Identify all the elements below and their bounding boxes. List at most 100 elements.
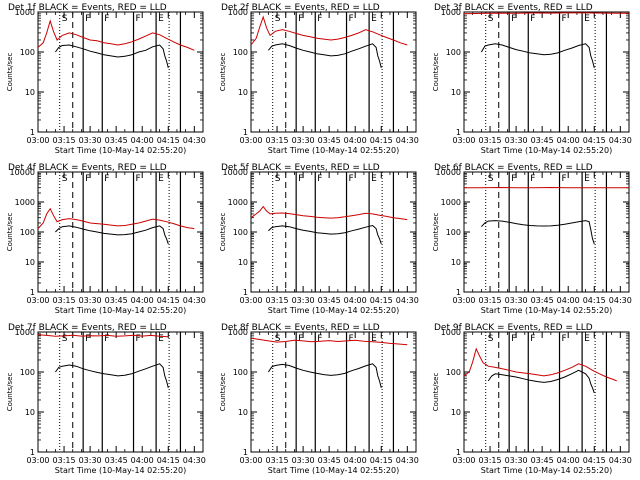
panel-1-x-tick-label: 04:15 — [157, 136, 180, 145]
panel-3-x-tick-label: 04:15 — [583, 136, 606, 145]
panel-6-x-tick-label: 04:00 — [557, 296, 580, 305]
panel-3-y-tick-label: 100 — [446, 48, 461, 57]
panel-3-event-marker: F — [530, 14, 535, 24]
panel-8-x-tick-label: 04:30 — [396, 456, 419, 465]
panel-3-x-tick-label: 03:15 — [479, 136, 502, 145]
panel-4-y-axis-label: Counts/sec — [6, 213, 14, 252]
panel-9-events-series-line — [487, 369, 595, 394]
panel-5-x-tick-label: 03:00 — [239, 296, 262, 305]
panel-4-lld-series-line — [37, 207, 195, 230]
panel-8-y-tick-label: 1000 — [228, 328, 248, 337]
panel-8-x-tick-label: 03:30 — [292, 456, 315, 465]
panel-1-y-tick-label: 100 — [20, 48, 35, 57]
panel-8-lld-series-line — [250, 337, 408, 346]
panel-9-y-tick-label: 10 — [451, 408, 461, 417]
panel-4-x-axis-label: Start Time (10-May-14 02:55:20) — [55, 306, 186, 315]
panel-6-y-tick-label: 1000 — [441, 198, 461, 207]
panel-5-x-tick-label: 03:30 — [292, 296, 315, 305]
panel-7-events-series-line — [54, 363, 169, 389]
panel-3-event-marker: E — [584, 14, 590, 24]
panel-4-x-tick-label: 04:15 — [157, 296, 180, 305]
panel-5-y-tick-label: 1 — [243, 288, 248, 297]
panel-1-x-tick-label: 04:30 — [183, 136, 206, 145]
panel-2-x-tick-label: 03:00 — [239, 136, 262, 145]
panel-2-y-tick-label: 100 — [233, 48, 248, 57]
panel-7-x-tick-label: 04:30 — [183, 456, 206, 465]
panel-6-x-tick-label: 03:30 — [505, 296, 528, 305]
panel-1-x-tick-label: 03:15 — [53, 136, 76, 145]
panel-3-y-tick-label: 1 — [456, 128, 461, 137]
panel-9-event-marker: F — [530, 334, 535, 344]
panel-1-event-marker: S — [62, 14, 68, 24]
panel-8-x-tick-label: 04:15 — [370, 456, 393, 465]
panel-3-event-marker: F — [511, 14, 516, 24]
panel-5-event-marker: S — [275, 174, 281, 184]
panel-5-y-tick-label: 1000 — [228, 198, 248, 207]
panel-9-y-axis-label: Counts/sec — [432, 373, 440, 412]
panel-5-x-tick-label: 04:30 — [396, 296, 419, 305]
panel-9-x-tick-label: 04:15 — [583, 456, 606, 465]
panel-1-y-axis-label: Counts/sec — [6, 53, 14, 92]
panel-9-x-tick-label: 03:15 — [479, 456, 502, 465]
panel-4-event-marker: E — [158, 174, 164, 184]
panel-8-title: Det 8f BLACK = Events, RED = LLD — [221, 323, 380, 333]
panel-3-y-tick-label: 1000 — [441, 8, 461, 17]
panel-7-event-marker: S — [62, 334, 68, 344]
panel-4-y-tick-label: 1000 — [15, 198, 35, 207]
panel-6-y-tick-label: 1 — [456, 288, 461, 297]
panel-6-title: Det 6f BLACK = Events, RED = LLD — [434, 163, 593, 173]
panel-2-x-tick-label: 03:45 — [318, 136, 341, 145]
panel-3-x-tick-label: 04:00 — [557, 136, 580, 145]
panel-1-event-marker: F — [85, 14, 90, 24]
panel-1-event-marker: F — [104, 14, 109, 24]
panel-7-event-marker: F — [85, 334, 90, 344]
panel-6-event-marker: F — [511, 174, 516, 184]
panel-5-y-tick-label: 10 — [238, 258, 248, 267]
panel-2-x-tick-label: 04:30 — [396, 136, 419, 145]
panel-4-event-marker: F — [136, 174, 141, 184]
panel-6-plot-frame — [463, 171, 630, 293]
panel-9-plot-frame — [463, 331, 630, 453]
panel-9-y-tick-label: 100 — [446, 368, 461, 377]
panel-4-x-tick-label: 03:15 — [53, 296, 76, 305]
panel-3-event-marker: S — [488, 14, 494, 24]
panel-2-event-marker: S — [275, 14, 281, 24]
panel-4-event-marker: F — [85, 174, 90, 184]
panel-9-y-tick-label: 1 — [456, 448, 461, 457]
panel-7-y-tick-label: 100 — [20, 368, 35, 377]
panel-7-lld-series-line — [37, 334, 169, 338]
panel-8-y-tick-label: 1 — [243, 448, 248, 457]
panel-1-title: Det 1f BLACK = Events, RED = LLD — [8, 3, 167, 13]
panel-3-title: Det 3f BLACK = Events, RED = LLD — [434, 3, 593, 13]
panel-7-event-marker: F — [136, 334, 141, 344]
panel-5-events-series-line — [268, 224, 382, 245]
panel-8-y-axis-label: Counts/sec — [219, 373, 227, 412]
panel-1-x-tick-label: 03:00 — [26, 136, 49, 145]
panel-6-x-tick-label: 04:30 — [609, 296, 632, 305]
panel-7-x-tick-label: 04:00 — [131, 456, 154, 465]
panel-9-x-tick-label: 03:00 — [452, 456, 475, 465]
panel-7-y-axis-label: Counts/sec — [6, 373, 14, 412]
panel-1-x-tick-label: 03:30 — [79, 136, 102, 145]
panel-4-x-tick-label: 03:00 — [26, 296, 49, 305]
panel-4-events-series-line — [55, 225, 169, 245]
panel-3-y-axis-label: Counts/sec — [432, 53, 440, 92]
panel-1-lld-series-line — [37, 19, 195, 51]
panel-5-event-marker: E — [371, 174, 377, 184]
panel-5-x-tick-label: 04:15 — [370, 296, 393, 305]
panel-6-event-marker: E — [584, 174, 590, 184]
panel-3-x-tick-label: 03:45 — [531, 136, 554, 145]
panel-7-y-tick-label: 10 — [25, 408, 35, 417]
panel-4-y-tick-label: 10000 — [10, 168, 35, 177]
panel-4-event-marker: S — [62, 174, 68, 184]
panel-2-title: Det 2f BLACK = Events, RED = LLD — [221, 3, 380, 13]
panel-7-x-axis-label: Start Time (10-May-14 02:55:20) — [55, 466, 186, 475]
panel-5-y-axis-label: Counts/sec — [219, 213, 227, 252]
panel-9-event-marker: S — [488, 334, 494, 344]
panel-4-y-tick-label: 100 — [20, 228, 35, 237]
panel-5-y-tick-label: 100 — [233, 228, 248, 237]
panel-6-x-tick-label: 03:45 — [531, 296, 554, 305]
panel-1-event-marker: E — [158, 14, 164, 24]
panel-7-x-tick-label: 03:00 — [26, 456, 49, 465]
panel-6-x-tick-label: 03:00 — [452, 296, 475, 305]
